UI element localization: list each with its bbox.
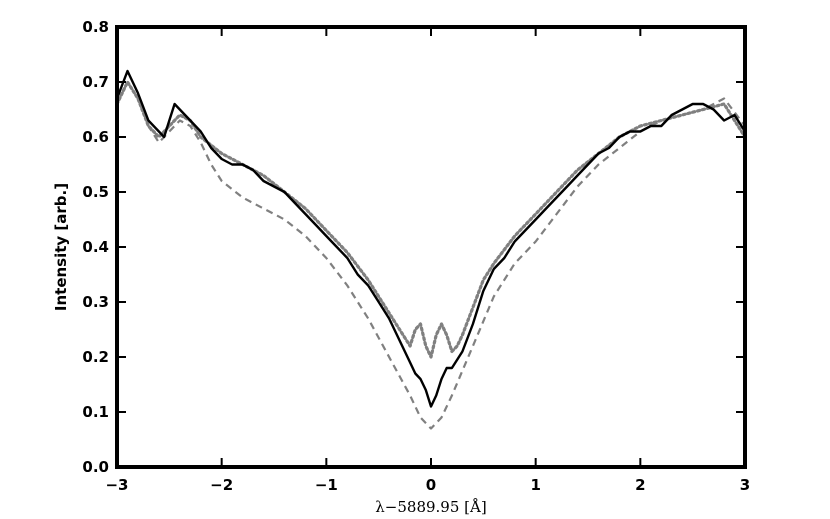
x-tick-label: 1 (530, 476, 540, 494)
y-tick-label: 0.0 (82, 458, 109, 476)
x-tick-label: 3 (740, 476, 750, 494)
plot-frame (115, 25, 747, 469)
ticks-layer: −3 −2 −1 0 1 2 3 0.0 0.1 0.2 0.3 0.4 0.5 0.6 0.7 0.8 (82, 18, 750, 494)
y-tick-label: 0.3 (82, 293, 109, 311)
y-tick-label: 0.2 (82, 348, 109, 366)
y-tick-label: 0.7 (82, 73, 109, 91)
y-tick-label: 0.1 (82, 403, 109, 421)
x-axis-label: λ−5889.95 [Å] (375, 498, 486, 516)
x-tick-label: −2 (210, 476, 233, 494)
y-tick-label: 0.6 (82, 128, 109, 146)
series-line-dotted (115, 80, 747, 359)
y-axis-label: Intensity [arb.] (52, 183, 70, 311)
x-tick-label: 0 (426, 476, 436, 494)
y-tick-label: 0.5 (82, 183, 109, 201)
series-layer (115, 69, 747, 430)
series-line-dashed (116, 80, 746, 430)
series-line-solid (115, 69, 747, 408)
y-tick-label: 0.8 (82, 18, 109, 36)
x-tick-label: −1 (315, 476, 338, 494)
y-tick-label: 0.4 (82, 238, 109, 256)
x-tick-label: −3 (105, 476, 128, 494)
x-tick-label: 2 (635, 476, 645, 494)
